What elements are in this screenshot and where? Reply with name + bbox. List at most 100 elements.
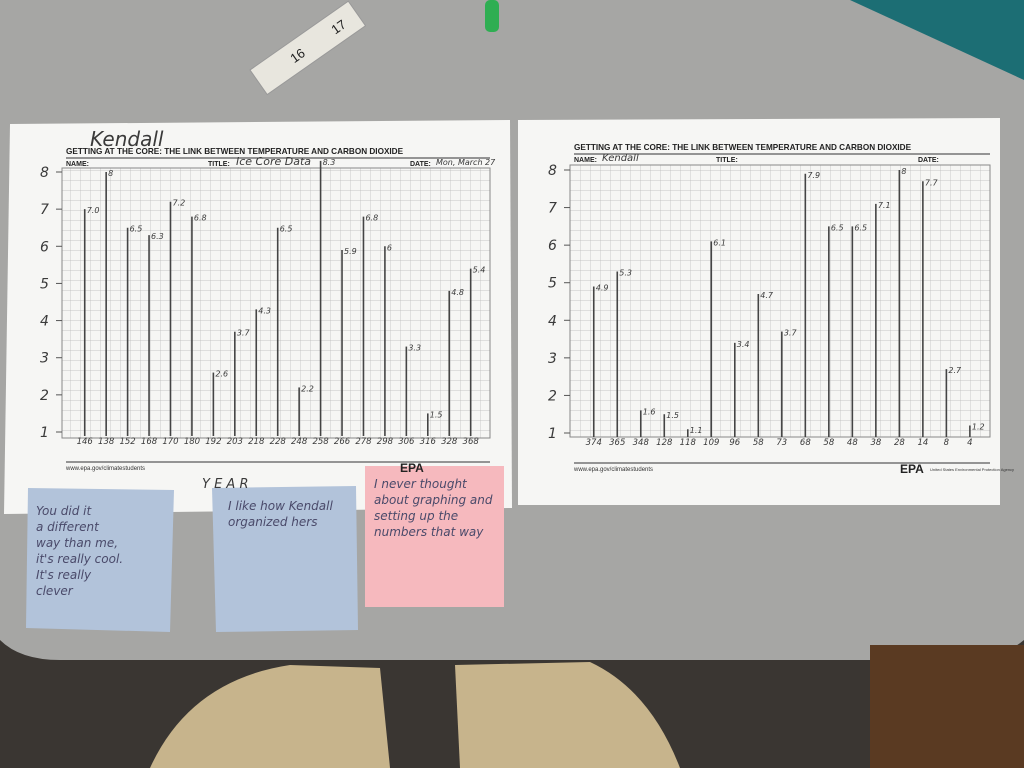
graph-paper bbox=[569, 164, 991, 438]
value-label: 6.1 bbox=[713, 238, 726, 247]
value-label: 1.5 bbox=[666, 411, 679, 420]
y-tick-label: 8 bbox=[40, 165, 49, 181]
y-tick-label: 7 bbox=[548, 201, 557, 217]
y-tick-label: 2 bbox=[548, 388, 557, 404]
y-tick-label: 4 bbox=[40, 314, 49, 330]
value-label: 1.1 bbox=[690, 426, 703, 435]
note-text: about graphing and bbox=[374, 493, 493, 507]
y-tick-label: 2 bbox=[40, 388, 49, 404]
x-axis-label: Y E A R bbox=[202, 477, 248, 492]
field-label: TITLE: bbox=[716, 157, 738, 164]
field-label: DATE: bbox=[410, 161, 431, 168]
value-label: 3.4 bbox=[737, 340, 750, 349]
value-label: 5.3 bbox=[619, 268, 632, 277]
x-tick-label: 152 bbox=[119, 437, 135, 447]
worksheet-header: GETTING AT THE CORE: THE LINK BETWEEN TE… bbox=[574, 143, 912, 152]
x-tick-label: 306 bbox=[398, 437, 415, 447]
value-label: 7.1 bbox=[878, 201, 891, 210]
x-tick-label: 38 bbox=[870, 438, 881, 448]
value-label: 2.7 bbox=[948, 366, 962, 375]
worksheet-header: GETTING AT THE CORE: THE LINK BETWEEN TE… bbox=[66, 147, 404, 156]
agency: United States Environmental Protection A… bbox=[930, 467, 1014, 472]
y-tick-label: 7 bbox=[40, 202, 49, 218]
ruler: 16 17 bbox=[249, 0, 367, 96]
field-label: DATE: bbox=[918, 157, 939, 164]
x-tick-label: 348 bbox=[633, 438, 650, 448]
y-tick-label: 5 bbox=[40, 276, 49, 292]
y-tick-label: 3 bbox=[548, 351, 557, 367]
x-tick-label: 168 bbox=[141, 437, 158, 447]
x-tick-label: 266 bbox=[334, 437, 351, 447]
date: Mon, March 27 bbox=[436, 158, 496, 167]
leg bbox=[455, 662, 680, 768]
value-label: 1.2 bbox=[972, 422, 985, 431]
x-tick-label: 118 bbox=[680, 438, 697, 448]
value-label: 3.7 bbox=[784, 329, 798, 338]
value-label: 5.4 bbox=[473, 266, 486, 275]
chair bbox=[870, 645, 1024, 768]
value-label: 8 bbox=[901, 167, 906, 176]
ruler-mark: 16 bbox=[287, 45, 307, 66]
value-label: 5.9 bbox=[344, 247, 357, 256]
y-tick-label: 4 bbox=[548, 313, 557, 329]
x-tick-label: 278 bbox=[355, 437, 372, 447]
value-label: 2.6 bbox=[215, 370, 228, 379]
y-tick-label: 5 bbox=[548, 276, 557, 292]
value-label: 7.2 bbox=[172, 199, 185, 208]
value-label: 6.5 bbox=[130, 225, 143, 234]
x-tick-label: 109 bbox=[703, 438, 719, 448]
x-tick-label: 328 bbox=[441, 437, 458, 447]
x-tick-label: 374 bbox=[586, 438, 602, 448]
note-text: It's really bbox=[36, 568, 92, 582]
x-tick-label: 365 bbox=[609, 438, 625, 448]
field-label: TITLE: bbox=[208, 161, 230, 168]
x-tick-label: 192 bbox=[205, 437, 221, 447]
y-tick-label: 1 bbox=[548, 426, 557, 442]
x-tick-label: 8 bbox=[944, 438, 950, 448]
value-label: 6.8 bbox=[194, 214, 207, 223]
value-label: 1.5 bbox=[430, 410, 443, 419]
x-tick-label: 228 bbox=[270, 437, 287, 447]
x-tick-label: 68 bbox=[800, 438, 811, 448]
note-text: organized hers bbox=[228, 515, 317, 529]
x-tick-label: 96 bbox=[729, 438, 740, 448]
folder bbox=[850, 0, 1024, 80]
x-tick-label: 180 bbox=[184, 437, 200, 447]
x-tick-label: 248 bbox=[291, 437, 308, 447]
x-tick-label: 58 bbox=[823, 438, 834, 448]
field-label: NAME: bbox=[574, 157, 597, 164]
value-label: 3.3 bbox=[408, 344, 421, 353]
note-text: I never thought bbox=[374, 477, 468, 491]
sticky-note bbox=[365, 466, 504, 607]
field-label: NAME: bbox=[66, 161, 89, 168]
x-tick-label: 316 bbox=[420, 437, 437, 447]
y-tick-label: 8 bbox=[548, 163, 557, 179]
ruler-mark: 17 bbox=[328, 17, 348, 38]
value-label: 4.9 bbox=[596, 283, 609, 292]
x-tick-label: 48 bbox=[847, 438, 858, 448]
x-tick-label: 368 bbox=[463, 437, 480, 447]
value-label: 4.7 bbox=[760, 291, 774, 300]
note-text: it's really cool. bbox=[36, 552, 123, 566]
value-label: 8 bbox=[108, 169, 113, 178]
url: www.epa.gov/climatestudents bbox=[573, 467, 653, 473]
x-tick-label: 170 bbox=[162, 437, 178, 447]
note-text: a different bbox=[36, 520, 100, 534]
y-tick-label: 1 bbox=[40, 425, 49, 441]
y-tick-label: 3 bbox=[40, 351, 49, 367]
x-tick-label: 218 bbox=[248, 437, 265, 447]
value-label: 6.3 bbox=[151, 232, 164, 241]
value-label: 8.3 bbox=[323, 158, 336, 167]
sticky-note bbox=[26, 488, 174, 632]
value-label: 7.9 bbox=[807, 171, 820, 180]
x-tick-label: 258 bbox=[312, 437, 329, 447]
x-tick-label: 138 bbox=[98, 437, 115, 447]
value-label: 6 bbox=[387, 243, 392, 252]
value-label: 4.3 bbox=[258, 306, 271, 315]
sticky-note bbox=[212, 486, 358, 632]
name: Kendall bbox=[602, 153, 639, 164]
title: Ice Core Data bbox=[236, 155, 311, 168]
value-label: 6.5 bbox=[831, 223, 844, 232]
